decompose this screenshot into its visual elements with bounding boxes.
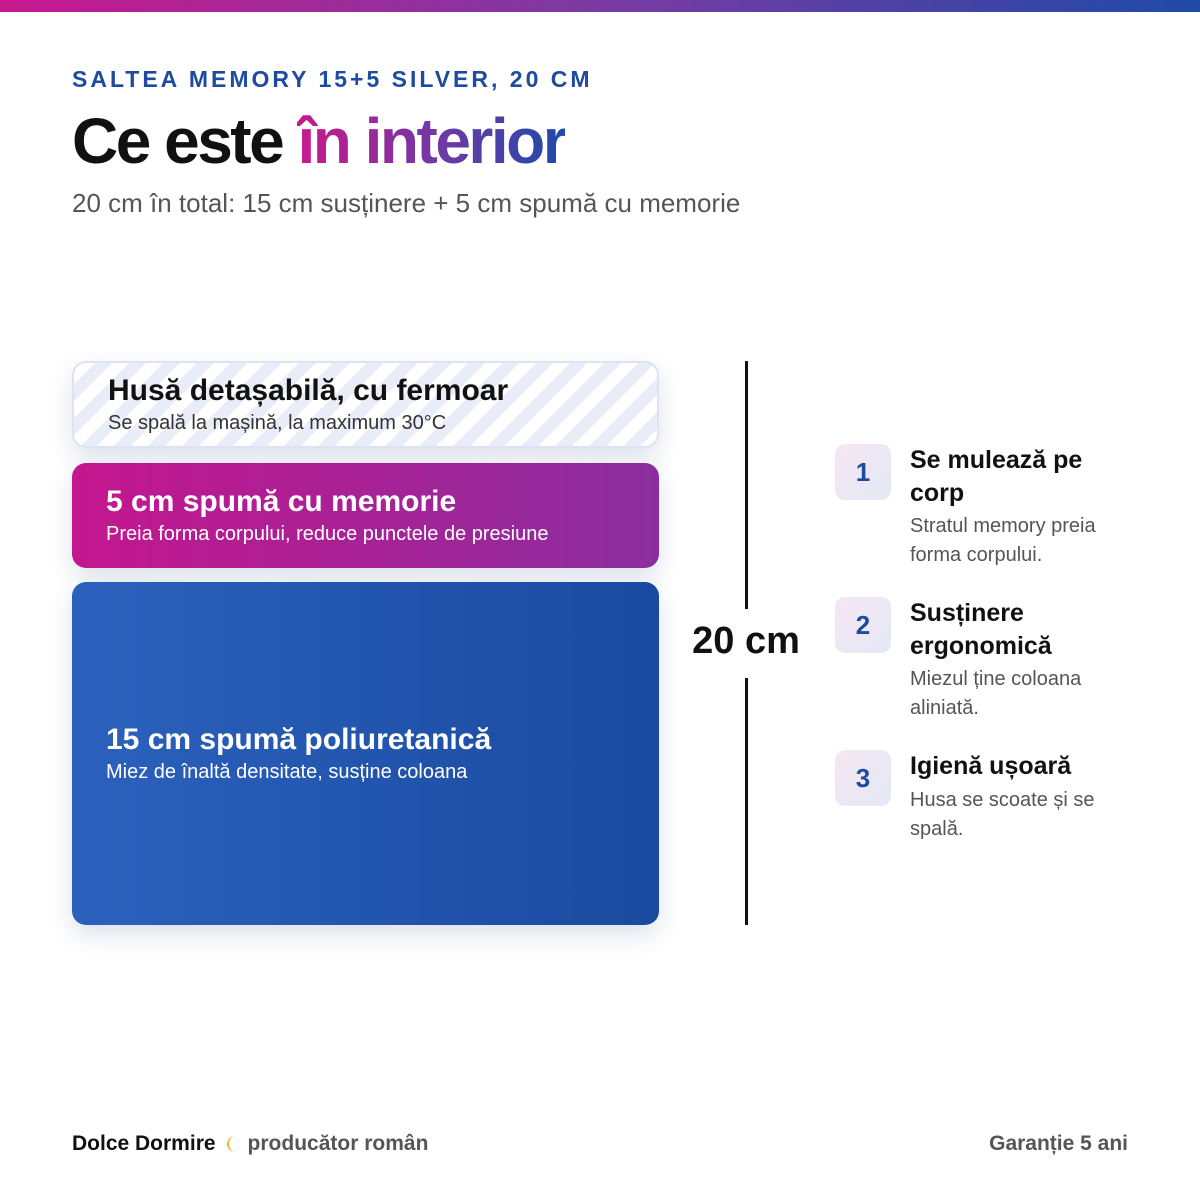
feature-title: Se mulează pe corp — [910, 446, 1083, 507]
eyebrow: SALTEA MEMORY 15+5 SILVER, 20 CM — [72, 66, 593, 92]
moon-icon — [226, 1136, 235, 1152]
height-line — [745, 361, 748, 609]
feature-description: Stratul memory preia forma corpului. — [910, 515, 1096, 566]
layer-title: Husă detașabilă, cu fermoar — [108, 374, 509, 407]
height-line — [745, 678, 748, 925]
feature-description: Husa se scoate și se spală. — [910, 789, 1095, 840]
height-label: 20 cm — [692, 620, 800, 662]
layer-title: 5 cm spumă cu memorie — [106, 485, 457, 518]
layer-description: Se spală la mașină, la maximum 30°C — [108, 412, 447, 434]
feature-number: 2 — [835, 597, 891, 653]
tagline: producător român — [247, 1132, 429, 1155]
footer-brand: Dolce Dormire producător român — [72, 1132, 428, 1156]
title-highlight: în interior — [297, 105, 567, 177]
layer-memory: 5 cm spumă cu memorie Preia forma corpulu… — [72, 463, 659, 568]
feature-title: Igienă ușoară — [910, 752, 1072, 780]
layer-cover: Husă detașabilă, cu fermoar Se spală la m… — [72, 361, 659, 448]
feature-title: Susținere ergonomică — [910, 599, 1052, 660]
layer-core: 15 cm spumă poliuretanică Miez de înaltă … — [72, 582, 659, 925]
top-bar — [0, 0, 1200, 12]
subtitle: 20 cm în total: 15 cm susținere + 5 cm s… — [72, 188, 741, 218]
feature-number: 1 — [835, 444, 891, 500]
feature-description: Miezul ține coloana aliniată. — [910, 668, 1082, 719]
title-plain: Ce este — [72, 105, 285, 177]
feature-number: 3 — [835, 750, 891, 806]
layer-description: Miez de înaltă densitate, susține coloan… — [106, 761, 468, 783]
title: Ce este în interior — [72, 104, 568, 178]
brand: Dolce Dormire — [72, 1132, 216, 1155]
warranty: Garanție 5 ani — [989, 1132, 1128, 1155]
layer-title: 15 cm spumă poliuretanică — [106, 723, 492, 756]
layer-description: Preia forma corpului, reduce punctele de… — [106, 523, 549, 545]
